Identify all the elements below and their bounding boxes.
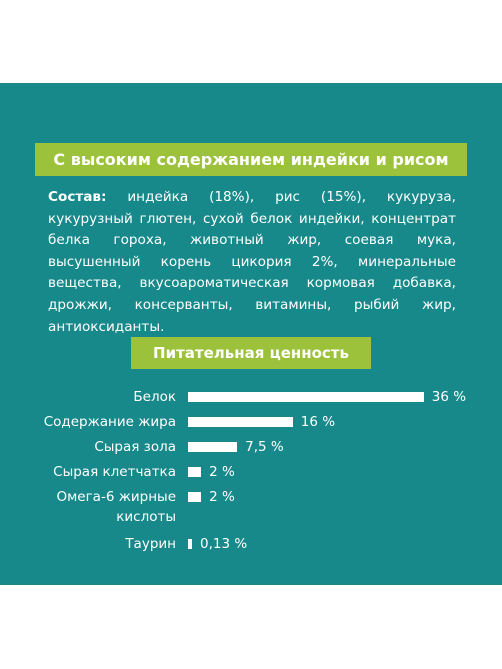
value-label: 0,13 %: [200, 536, 248, 552]
composition-text: индейка (18%), рис (15%), кукуруза, куку…: [48, 189, 456, 335]
category-label: Таурин: [125, 536, 176, 552]
category-label: Сырая клетчатка: [53, 464, 176, 480]
value-label: 2 %: [209, 464, 235, 480]
bar: [188, 492, 202, 502]
chart-title-banner: Питательная ценность: [131, 337, 371, 369]
bar: [188, 392, 424, 402]
bar: [188, 442, 238, 452]
bar: [188, 467, 202, 477]
category-label: Сырая зола: [94, 439, 176, 455]
title-banner: С высоким содержанием индейки и рисом: [35, 143, 467, 176]
title: С высоким содержанием индейки и рисом: [53, 150, 449, 169]
value-label: 36 %: [431, 389, 467, 405]
value-label: 7,5 %: [245, 439, 284, 455]
composition: Состав: индейка (18%), рис (15%), кукуру…: [48, 187, 456, 338]
category-label: Белок: [133, 389, 176, 405]
composition-label: Состав:: [48, 189, 107, 205]
category-label: Содержание жира: [43, 414, 176, 430]
bar: [188, 417, 293, 427]
value-label: 2 %: [209, 489, 235, 505]
category-label: Омега-6 жирные кислоты: [56, 489, 176, 525]
panel: С высоким содержанием индейки и рисом Со…: [0, 83, 502, 585]
bar: [188, 539, 192, 549]
chart-title: Питательная ценность: [153, 344, 349, 362]
value-label: 16 %: [300, 414, 336, 430]
